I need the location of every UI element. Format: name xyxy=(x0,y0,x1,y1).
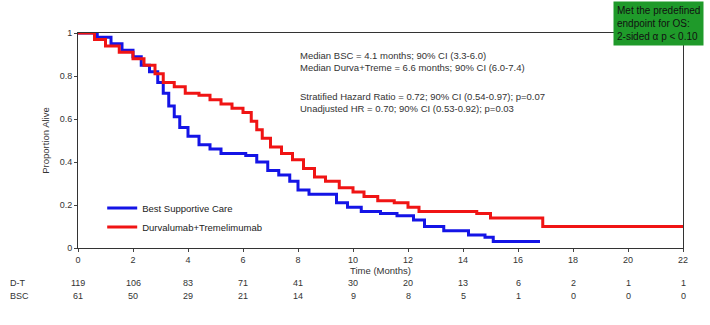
svg-text:14: 14 xyxy=(293,291,303,301)
svg-text:2: 2 xyxy=(571,278,576,288)
svg-text:D-T: D-T xyxy=(10,278,25,288)
svg-text:9: 9 xyxy=(351,291,356,301)
svg-text:10: 10 xyxy=(348,255,358,265)
svg-text:8: 8 xyxy=(406,291,411,301)
svg-text:0.2: 0.2 xyxy=(60,200,73,210)
svg-text:Stratified Hazard Ratio = 0.72: Stratified Hazard Ratio = 0.72; 90% CI (… xyxy=(300,91,545,114)
svg-text:50: 50 xyxy=(128,291,138,301)
svg-text:22: 22 xyxy=(678,255,688,265)
svg-text:14: 14 xyxy=(458,255,468,265)
svg-text:61: 61 xyxy=(73,291,83,301)
svg-text:Time (Months): Time (Months) xyxy=(350,265,411,276)
svg-text:6: 6 xyxy=(516,278,521,288)
svg-text:106: 106 xyxy=(126,278,141,288)
svg-text:Best Supportive Care: Best Supportive Care xyxy=(142,203,232,214)
svg-text:1: 1 xyxy=(626,278,631,288)
svg-text:1: 1 xyxy=(681,278,686,288)
svg-text:0: 0 xyxy=(626,291,631,301)
svg-text:29: 29 xyxy=(183,291,193,301)
svg-text:119: 119 xyxy=(71,278,85,288)
svg-text:18: 18 xyxy=(568,255,578,265)
svg-text:20: 20 xyxy=(623,255,633,265)
svg-text:2: 2 xyxy=(130,255,135,265)
svg-text:83: 83 xyxy=(183,278,193,288)
svg-text:Proportion Alive: Proportion Alive xyxy=(40,107,51,174)
svg-text:Met the predefinedendpoint for: Met the predefinedendpoint for OS:2-side… xyxy=(617,5,700,42)
svg-text:0.6: 0.6 xyxy=(60,114,73,124)
svg-text:Median BSC = 4.1 months; 90% C: Median BSC = 4.1 months; 90% CI (3.3-6.0… xyxy=(300,50,525,73)
svg-text:41: 41 xyxy=(293,278,303,288)
svg-text:20: 20 xyxy=(403,278,413,288)
svg-text:0.4: 0.4 xyxy=(60,157,73,167)
svg-text:BSC: BSC xyxy=(10,291,29,301)
svg-text:13: 13 xyxy=(458,278,468,288)
svg-text:6: 6 xyxy=(240,255,245,265)
svg-text:12: 12 xyxy=(403,255,413,265)
svg-text:0: 0 xyxy=(75,255,80,265)
svg-text:5: 5 xyxy=(461,291,466,301)
svg-text:16: 16 xyxy=(513,255,523,265)
svg-text:0: 0 xyxy=(67,243,72,253)
svg-text:0.8: 0.8 xyxy=(60,71,73,81)
svg-text:21: 21 xyxy=(238,291,248,301)
svg-text:Durvalumab+Tremelimumab: Durvalumab+Tremelimumab xyxy=(142,222,262,233)
svg-text:8: 8 xyxy=(295,255,300,265)
svg-text:0: 0 xyxy=(571,291,576,301)
svg-text:30: 30 xyxy=(348,278,358,288)
svg-text:71: 71 xyxy=(238,278,248,288)
svg-text:4: 4 xyxy=(185,255,190,265)
svg-text:1: 1 xyxy=(516,291,521,301)
svg-text:1: 1 xyxy=(67,28,72,38)
svg-text:0: 0 xyxy=(681,291,686,301)
